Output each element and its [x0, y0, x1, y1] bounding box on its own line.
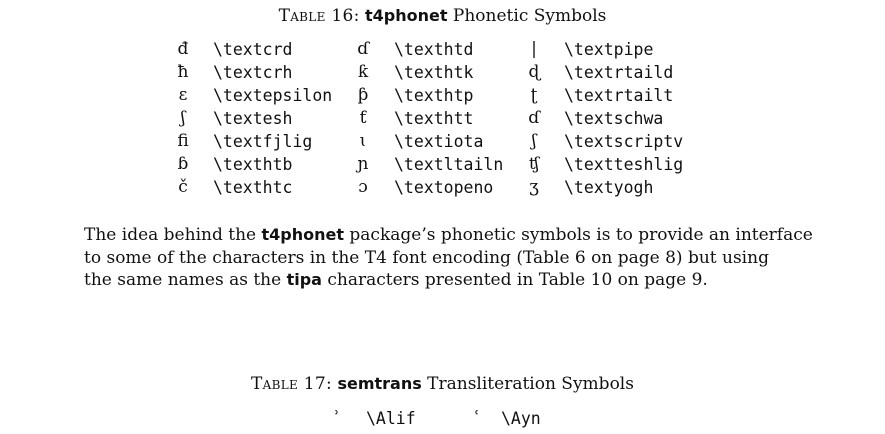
command-cell: \textpipe: [564, 40, 654, 59]
command-cell: \textschwa: [564, 109, 664, 128]
command-cell: \textcrh: [213, 63, 293, 82]
symbol-cell: ʈ: [530, 85, 538, 105]
command-cell: \texthtk: [394, 63, 474, 82]
symbol-cell: ʒ: [529, 177, 539, 197]
table-16-title: Phonetic Symbols: [447, 6, 607, 26]
symbol-cell: ƙ: [357, 62, 369, 82]
symbol-cell: ɓ: [177, 154, 189, 174]
package-name: tipa: [286, 270, 322, 289]
body-paragraph: The idea behind the t4phonet package’s p…: [84, 224, 813, 292]
symbol-cell: ɗ: [528, 108, 540, 128]
paragraph-line-2: to some of the characters in the T4 font…: [84, 247, 769, 268]
command-cell: \textcrd: [213, 40, 293, 59]
symbol-cell: ɗ: [357, 39, 369, 59]
symbol-cell: ʧ: [528, 154, 540, 174]
command-cell: \textltailn: [394, 155, 504, 174]
table-17-title: Transliteration Symbols: [421, 374, 634, 394]
paragraph-line-1: The idea behind the t4phonet package’s p…: [84, 224, 813, 247]
symbol-cell: đ: [177, 39, 189, 59]
table-17-label: Table 17:: [251, 374, 333, 394]
symbol-cell: ɖ: [528, 62, 540, 82]
symbol-cell: |: [531, 39, 537, 59]
command-cell: \texthtd: [394, 40, 474, 59]
command-cell: \textiota: [394, 132, 484, 151]
paragraph-text: the same names as the: [84, 270, 287, 290]
command-cell: \textrtailt: [564, 86, 674, 105]
symbol-cell: ʃ: [531, 131, 537, 151]
command-cell: \textopeno: [394, 178, 494, 197]
table-17-caption: Table 17: semtrans Transliteration Symbo…: [0, 374, 885, 394]
symbol-cell: ƭ: [359, 108, 367, 128]
command-cell: \texthtp: [394, 86, 474, 105]
command-cell: \Ayn: [501, 409, 541, 428]
symbol-cell: ɩ: [359, 131, 367, 151]
symbol-cell: ʃ: [180, 108, 186, 128]
command-cell: \texthtc: [213, 178, 293, 197]
command-cell: \textesh: [213, 109, 293, 128]
command-cell: \Alif: [366, 409, 416, 428]
command-cell: \textscriptv: [564, 132, 684, 151]
symbol-cell: ħ: [177, 62, 189, 82]
symbol-cell: ɲ: [357, 154, 369, 174]
paragraph-text: The idea behind the: [84, 225, 262, 245]
symbol-cell: ﬁ: [177, 131, 189, 151]
command-cell: \textepsilon: [213, 86, 333, 105]
symbol-cell: č: [178, 177, 188, 197]
command-cell: \texthtb: [213, 155, 293, 174]
command-cell: \textfjlig: [213, 132, 313, 151]
command-cell: \textteshlig: [564, 155, 684, 174]
table-16-label: Table 16:: [278, 6, 360, 26]
symbol-cell: ʾ: [334, 408, 340, 428]
table-17-package: semtrans: [337, 374, 422, 393]
symbol-cell: ʿ: [474, 408, 480, 428]
symbol-cell: ɛ: [178, 85, 188, 105]
command-cell: \texthtt: [394, 109, 474, 128]
symbol-cell: ɔ: [358, 177, 368, 197]
paragraph-line-3: the same names as the tipa characters pr…: [84, 269, 804, 292]
paragraph-text: characters presented in Table 10 on page…: [321, 270, 708, 290]
symbol-cell: ƥ: [357, 85, 369, 105]
command-cell: \textrtaild: [564, 63, 674, 82]
paragraph-text: package’s phonetic symbols is to provide…: [344, 225, 813, 245]
table-16-caption: Table 16: t4phonet Phonetic Symbols: [0, 6, 885, 26]
table-16-package: t4phonet: [365, 6, 448, 25]
command-cell: \textyogh: [564, 178, 654, 197]
package-name: t4phonet: [261, 225, 344, 244]
